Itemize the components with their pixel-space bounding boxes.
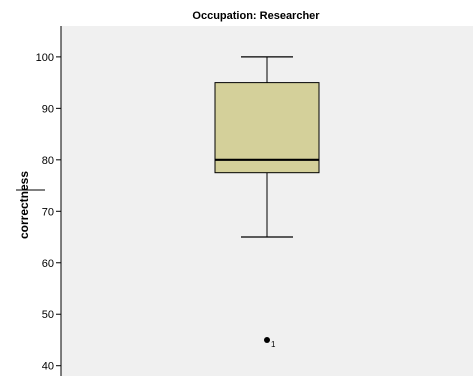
- outlier-point: [264, 336, 270, 343]
- y-axis-label: correctness: [17, 171, 31, 239]
- y-tick-label-50: 50: [42, 309, 54, 321]
- y-tick-label-100: 100: [36, 52, 54, 64]
- chart-title: Occupation: Researcher: [192, 10, 320, 22]
- y-tick-label-60: 60: [42, 258, 54, 270]
- y-tick-label-70: 70: [42, 206, 54, 218]
- y-axis: 40 50 60 70 80 90 100: [36, 26, 62, 376]
- y-tick-label-40: 40: [42, 361, 54, 373]
- box-group: 1: [214, 56, 320, 349]
- outlier-label: 1: [271, 340, 276, 349]
- iqr-box: [214, 82, 320, 174]
- y-tick-label-90: 90: [42, 103, 54, 115]
- y-tick-label-80: 80: [42, 155, 54, 167]
